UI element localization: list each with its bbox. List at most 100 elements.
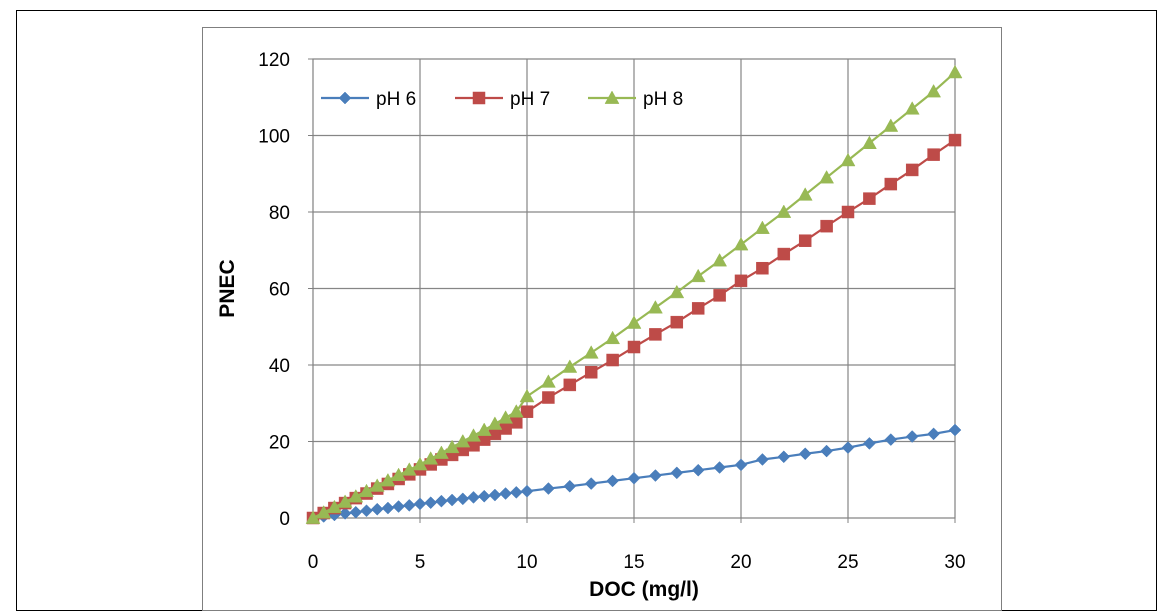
data-point — [756, 453, 769, 466]
x-tick-label: 10 — [516, 552, 537, 573]
data-point — [670, 466, 684, 480]
data-point — [326, 499, 342, 514]
data-point — [841, 441, 855, 454]
data-point — [948, 423, 962, 437]
data-point — [713, 461, 726, 474]
data-point — [444, 439, 460, 454]
data-point — [777, 450, 791, 464]
data-point — [754, 220, 770, 234]
y-tick-label: 80 — [269, 203, 290, 224]
data-point — [499, 487, 512, 500]
y-tick-label: 0 — [279, 509, 290, 530]
y-tick-label: 100 — [258, 127, 290, 148]
data-point — [733, 236, 749, 251]
data-point — [884, 177, 898, 191]
legend: pH 6 pH 7 pH 8 — [321, 89, 683, 110]
axis-ticks: 0 5 10 15 20 25 30 0 20 40 60 80 100 120 — [258, 50, 965, 573]
data-point — [841, 205, 855, 219]
data-point — [413, 497, 427, 511]
data-point — [734, 274, 748, 288]
data-point — [670, 315, 684, 329]
data-point — [947, 64, 963, 79]
data-point — [626, 315, 642, 329]
data-point — [476, 422, 492, 436]
legend-item: pH 7 — [455, 89, 550, 110]
data-point — [863, 192, 876, 205]
x-axis-title: DOC (mg/l) — [589, 578, 699, 601]
legend-label: pH 7 — [510, 89, 550, 110]
data-point — [649, 328, 662, 341]
y-axis-title: PNEC — [216, 259, 239, 317]
data-point — [927, 427, 940, 441]
series-ph-8 — [305, 64, 963, 524]
x-tick-label: 15 — [623, 552, 644, 573]
data-point — [669, 284, 685, 299]
x-tick-label: 0 — [308, 552, 319, 573]
series-ph-6 — [306, 423, 962, 525]
data-point — [305, 510, 321, 524]
data-point — [904, 101, 920, 115]
data-point — [520, 484, 534, 498]
data-point — [380, 473, 396, 487]
data-point — [819, 170, 835, 184]
data-point — [359, 483, 374, 498]
data-point — [583, 345, 599, 359]
data-point — [381, 501, 395, 515]
chart-area-frame — [202, 27, 1002, 611]
data-point — [456, 492, 470, 506]
data-point — [391, 467, 407, 482]
data-point — [606, 474, 619, 488]
data-point — [927, 148, 940, 161]
data-point — [797, 187, 813, 201]
data-point — [487, 416, 503, 430]
data-point — [542, 482, 555, 495]
data-point — [798, 447, 812, 461]
data-point — [316, 505, 332, 519]
data-point — [519, 388, 535, 403]
data-point — [926, 83, 942, 98]
legend-marker — [604, 90, 620, 104]
data-point — [360, 504, 373, 518]
y-tick-label: 40 — [269, 356, 290, 377]
data-point — [433, 445, 449, 459]
data-point — [734, 458, 748, 472]
legend-item: pH 6 — [321, 89, 416, 110]
data-point — [563, 479, 577, 493]
data-point — [338, 507, 352, 520]
data-point — [584, 477, 598, 490]
data-point — [605, 330, 621, 345]
legend-label: pH 8 — [643, 89, 683, 110]
data-point — [562, 359, 578, 373]
data-point — [477, 489, 491, 503]
data-point — [606, 353, 619, 367]
data-point — [508, 404, 524, 418]
data-point — [412, 456, 428, 471]
data-point — [691, 463, 705, 477]
data-point — [905, 163, 919, 177]
y-tick-label: 20 — [269, 433, 290, 454]
legend-marker — [338, 91, 352, 105]
data-point — [424, 496, 438, 510]
data-point — [423, 451, 439, 465]
data-point — [647, 300, 663, 314]
data-point — [369, 478, 385, 492]
data-point — [337, 494, 353, 508]
y-tick-label: 120 — [258, 50, 290, 71]
data-point — [349, 505, 363, 519]
data-point — [777, 247, 791, 261]
data-point — [435, 494, 448, 508]
data-point — [392, 500, 405, 513]
data-point — [401, 462, 417, 476]
data-point — [348, 489, 364, 503]
data-point — [584, 366, 598, 379]
legend-item: pH 8 — [588, 89, 683, 110]
data-point — [445, 493, 459, 507]
data-point — [905, 430, 919, 443]
data-point — [884, 433, 898, 446]
data-point — [627, 340, 641, 354]
data-point — [712, 253, 728, 267]
data-point — [520, 405, 534, 418]
data-point — [776, 204, 792, 218]
data-point — [402, 499, 416, 512]
